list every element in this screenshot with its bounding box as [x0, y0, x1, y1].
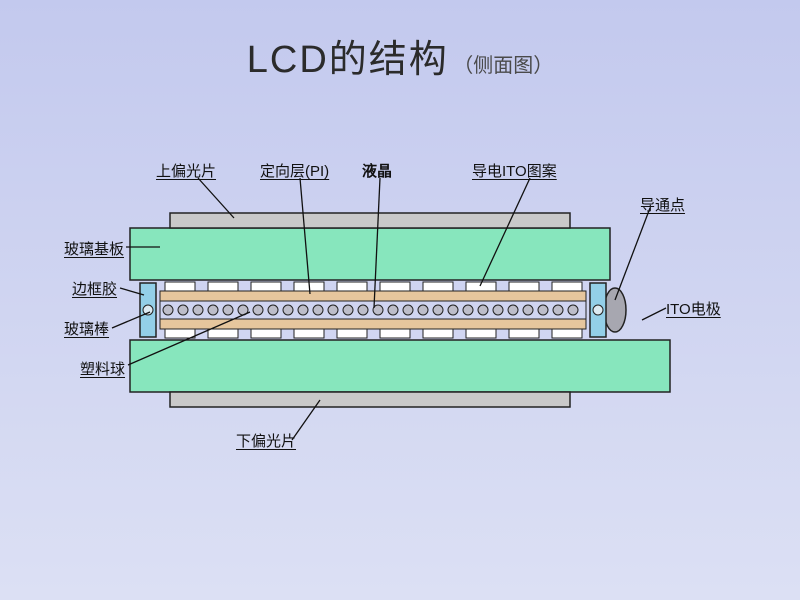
label-ito-pattern: 导电ITO图案 — [472, 160, 557, 181]
label-ito-electrode: ITO电极 — [666, 298, 721, 319]
label-edge-seal: 边框胶 — [72, 278, 117, 299]
label-alignment-layer: 定向层(PI) — [260, 160, 329, 181]
label-glass-substrate: 玻璃基板 — [64, 238, 124, 259]
label-bottom-polarizer: 下偏光片 — [236, 430, 296, 451]
label-plastic-ball: 塑料球 — [80, 358, 125, 379]
label-glass-rod: 玻璃棒 — [64, 318, 109, 339]
label-top-polarizer: 上偏光片 — [156, 160, 216, 181]
label-liquid-crystal: 液晶 — [362, 160, 392, 181]
label-conduction-point: 导通点 — [640, 194, 685, 215]
